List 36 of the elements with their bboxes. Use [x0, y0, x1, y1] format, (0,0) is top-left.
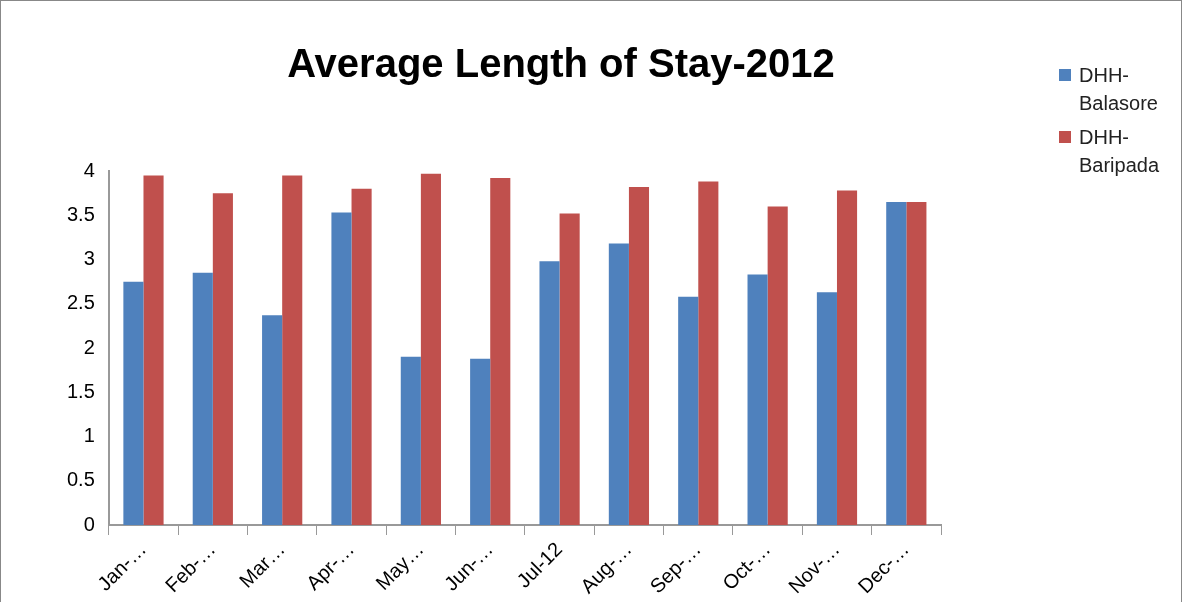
bar [400, 356, 421, 526]
y-tick-label: 2.5 [66, 291, 95, 314]
bar [539, 261, 560, 526]
y-tick-label: 0.5 [66, 468, 95, 491]
bar [143, 175, 164, 526]
bar [212, 193, 233, 526]
bar [282, 175, 303, 526]
y-tick-label: 4 [83, 158, 95, 181]
y-tick-label: 3.5 [66, 202, 95, 225]
bar [490, 178, 511, 526]
bar [628, 186, 650, 526]
bar [331, 212, 352, 526]
bar [123, 281, 144, 526]
legend-label: DHH-Balasore [1079, 63, 1159, 116]
y-tick-label: 0 [83, 512, 95, 535]
y-tick-label: 3 [83, 247, 95, 270]
y-tick-label: 1.5 [66, 379, 95, 402]
y-tick-label: 1 [83, 424, 95, 447]
bar [262, 315, 283, 526]
bar [192, 272, 213, 526]
bar [470, 358, 491, 526]
bar [559, 213, 580, 526]
bar [608, 243, 629, 526]
bar [678, 296, 699, 526]
chart-title: Average Length of Stay-2012 [286, 41, 836, 86]
bar [698, 181, 719, 526]
bar [906, 201, 927, 526]
bar [836, 190, 858, 526]
legend-label: DHH-Baripada [1079, 125, 1161, 178]
bar [886, 201, 907, 526]
bar [747, 274, 768, 526]
bar [420, 173, 441, 526]
bar [351, 188, 372, 526]
y-tick-label: 2 [83, 335, 95, 358]
bar [816, 292, 837, 526]
bar [767, 206, 788, 526]
